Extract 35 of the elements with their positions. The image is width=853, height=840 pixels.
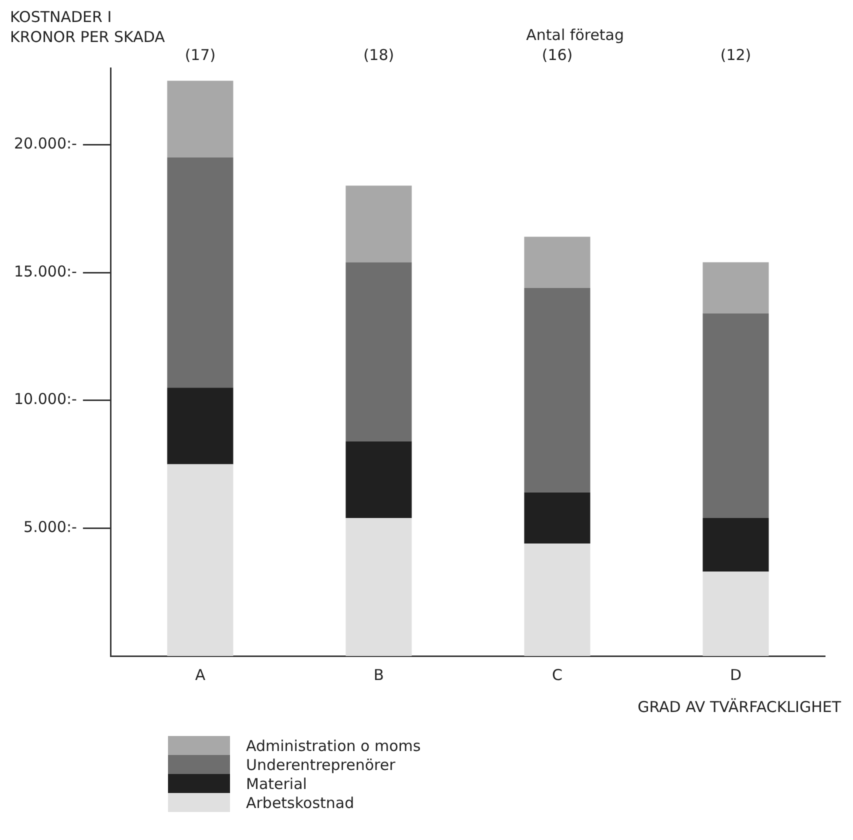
text: (18) [363, 46, 394, 64]
bar [702, 313, 769, 518]
y-tick-label: 5.000:- [24, 518, 77, 536]
bar [167, 388, 234, 464]
bar [524, 288, 590, 492]
x-tick-label: C [552, 666, 562, 684]
bar [524, 236, 590, 288]
legend-label: Underentreprenörer [246, 756, 396, 774]
y-tick-label: 15.000:- [14, 262, 77, 280]
x-tick-label: B [374, 666, 384, 684]
bar [524, 492, 590, 544]
bar [346, 262, 412, 442]
y-tick-label: 10.000:- [14, 390, 77, 408]
bar [167, 157, 234, 388]
text: (12) [720, 46, 752, 64]
x-axis-title: GRAD AV TVÄRFACKLIGHET [638, 698, 842, 716]
x-tick-label: A [195, 666, 206, 684]
x-tick-label: D [730, 666, 742, 684]
bar [346, 441, 412, 518]
bar [702, 572, 769, 656]
bar [167, 464, 234, 656]
legend-label: Material [246, 774, 307, 792]
bar [346, 518, 412, 656]
text: Antal företag [526, 26, 624, 44]
y-tick-label: 20.000:- [14, 134, 77, 153]
bar [702, 518, 769, 572]
bar [524, 544, 590, 656]
y-axis-title: KOSTNADER I KRONOR PER SKADA [10, 8, 166, 46]
text: (16) [542, 46, 573, 64]
bar [167, 80, 234, 158]
bar [346, 186, 412, 262]
legend-label: Administration o moms [246, 736, 421, 754]
bar [702, 262, 769, 314]
text: (17) [184, 46, 216, 64]
legend-label: Arbetskostnad [246, 794, 354, 812]
